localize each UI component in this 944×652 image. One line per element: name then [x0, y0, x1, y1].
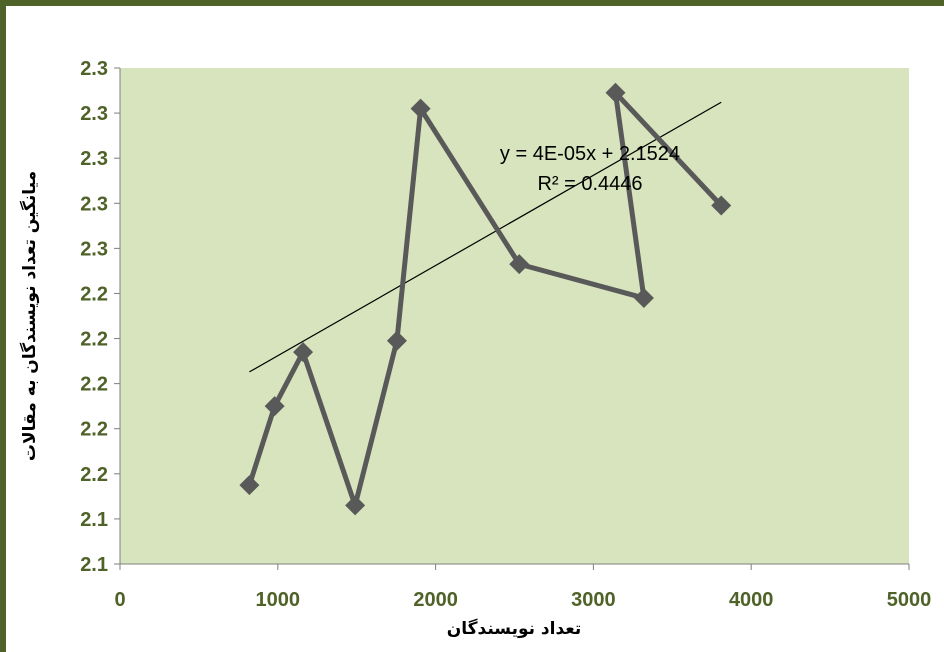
- series-line: [247, 90, 724, 508]
- y-tick-label: 2.2: [80, 374, 108, 396]
- data-point-marker: [293, 342, 314, 363]
- x-tick-label: 1000: [256, 589, 301, 611]
- series-layer: [247, 90, 724, 508]
- trendline-equation: y = 4E-05x + 2.1524: [500, 143, 680, 165]
- data-point-marker: [410, 98, 431, 119]
- data-point-marker: [633, 287, 654, 308]
- trendline-r-squared: R² = 0.4446: [537, 173, 642, 195]
- frame-border-left: [0, 0, 6, 652]
- y-tick-label: 2.3: [80, 193, 108, 215]
- trendline-layer: [249, 101, 722, 373]
- x-tick-label: 2000: [413, 589, 458, 611]
- y-tick-label: 2.2: [80, 419, 108, 441]
- trendline: [249, 101, 722, 373]
- y-tick-label: 2.3: [80, 238, 108, 260]
- x-axis: 0 1000 2000 3000 4000 5000: [114, 563, 932, 611]
- y-axis-title: میانگین تعداد نویسندگان به مقالات: [19, 171, 40, 461]
- y-tick-label: 2.1: [80, 509, 108, 531]
- y-tick-label: 2.2: [80, 464, 108, 486]
- y-tick-label: 2.3: [80, 103, 108, 125]
- data-point-marker: [605, 82, 626, 103]
- y-tick-label: 2.3: [80, 58, 108, 80]
- data-point-marker: [345, 495, 366, 516]
- data-point-marker: [386, 330, 407, 351]
- y-axis: 2.1 2.1 2.2 2.2 2.2 2.2 2.2 2.3 2.3 2.3 2.3 2.3: [80, 58, 121, 576]
- marker-layer: [239, 82, 732, 516]
- frame-border-top: [0, 0, 944, 6]
- y-tick-label: 2.2: [80, 283, 108, 305]
- x-axis-title: تعداد نویسندگان: [447, 618, 582, 639]
- data-point-marker: [264, 396, 285, 417]
- y-tick-label: 2.3: [80, 148, 108, 170]
- y-tick-label: 2.1: [80, 554, 108, 576]
- x-tick-label: 5000: [887, 589, 932, 611]
- data-point-marker: [711, 195, 732, 216]
- x-tick-label: 3000: [571, 589, 616, 611]
- data-point-marker: [509, 254, 530, 275]
- x-tick-label: 4000: [729, 589, 774, 611]
- y-tick-label: 2.2: [80, 329, 108, 351]
- x-tick-label: 0: [114, 589, 125, 611]
- data-point-marker: [239, 475, 260, 496]
